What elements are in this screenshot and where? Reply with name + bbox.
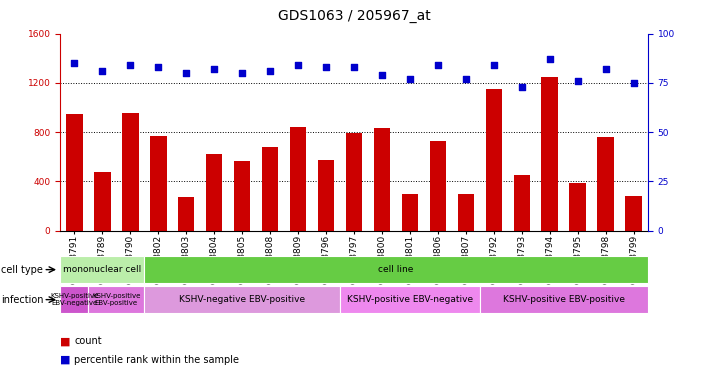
Bar xyxy=(569,183,586,231)
Bar xyxy=(122,112,139,231)
Bar xyxy=(149,136,166,231)
Point xyxy=(516,84,527,90)
Point xyxy=(600,66,612,72)
Bar xyxy=(401,194,418,231)
Point xyxy=(320,64,331,70)
Bar xyxy=(206,154,222,231)
Point xyxy=(96,68,108,74)
Bar xyxy=(430,141,446,231)
Point xyxy=(628,80,639,86)
Point xyxy=(489,62,500,68)
Text: KSHV-negative EBV-positive: KSHV-negative EBV-positive xyxy=(179,295,305,304)
Bar xyxy=(262,147,278,231)
Bar xyxy=(290,127,307,231)
Text: cell line: cell line xyxy=(378,265,413,274)
Point xyxy=(236,70,248,76)
Bar xyxy=(542,77,559,231)
Bar xyxy=(457,194,474,231)
Point xyxy=(348,64,360,70)
Text: GDS1063 / 205967_at: GDS1063 / 205967_at xyxy=(278,9,430,23)
Bar xyxy=(374,129,390,231)
Point xyxy=(292,62,304,68)
Point xyxy=(433,62,444,68)
Bar xyxy=(625,196,642,231)
Point xyxy=(181,70,192,76)
Text: infection: infection xyxy=(1,295,44,304)
Point xyxy=(404,76,416,82)
Text: KSHV-positive EBV-negative: KSHV-positive EBV-negative xyxy=(347,295,473,304)
Point xyxy=(152,64,164,70)
Bar xyxy=(486,89,502,231)
Text: KSHV-positive
EBV-positive: KSHV-positive EBV-positive xyxy=(92,293,140,306)
Text: mononuclear cell: mononuclear cell xyxy=(63,265,142,274)
Text: cell type: cell type xyxy=(1,265,43,274)
Bar xyxy=(318,160,334,231)
Bar xyxy=(93,172,110,231)
Point xyxy=(125,62,136,68)
Point xyxy=(264,68,275,74)
Text: ■: ■ xyxy=(60,355,71,365)
Text: KSHV-positive
EBV-negative: KSHV-positive EBV-negative xyxy=(50,293,98,306)
Point xyxy=(377,72,388,78)
Point xyxy=(460,76,472,82)
Text: ■: ■ xyxy=(60,336,71,346)
Bar xyxy=(513,175,530,231)
Point xyxy=(544,56,556,62)
Point xyxy=(572,78,583,84)
Text: percentile rank within the sample: percentile rank within the sample xyxy=(74,355,239,365)
Text: count: count xyxy=(74,336,102,346)
Point xyxy=(69,60,80,66)
Bar xyxy=(598,137,615,231)
Bar xyxy=(178,197,195,231)
Bar xyxy=(66,114,83,231)
Bar xyxy=(346,134,362,231)
Bar xyxy=(234,161,251,231)
Point xyxy=(208,66,219,72)
Text: KSHV-positive EBV-positive: KSHV-positive EBV-positive xyxy=(503,295,625,304)
